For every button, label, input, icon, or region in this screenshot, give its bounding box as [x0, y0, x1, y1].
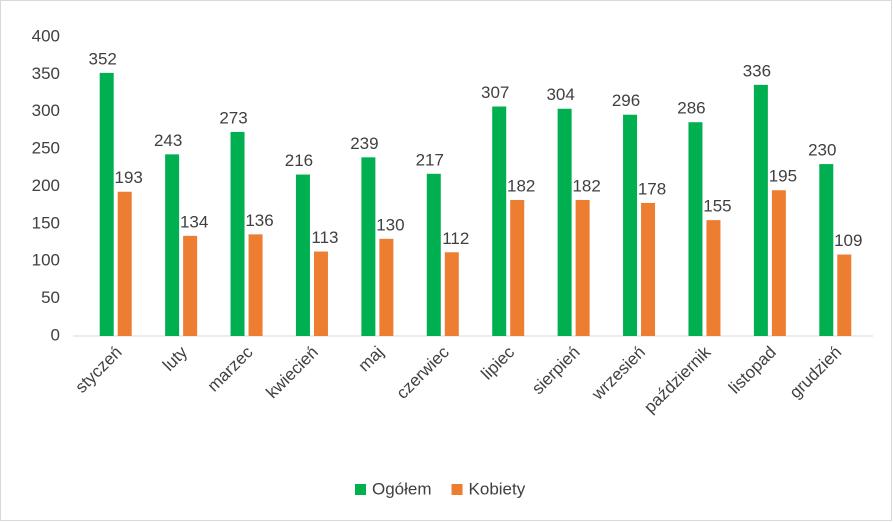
- data-label: 113: [311, 228, 338, 247]
- data-label: 112: [442, 229, 469, 248]
- bar: [641, 202, 656, 336]
- data-label: 182: [572, 176, 600, 195]
- y-tick-label: 300: [32, 101, 60, 120]
- bar: [771, 190, 786, 336]
- bar: [444, 252, 459, 336]
- data-label: 178: [638, 179, 666, 198]
- data-label: 286: [677, 99, 705, 118]
- bar: [361, 157, 376, 336]
- bar: [117, 191, 132, 336]
- legend-swatch: [355, 484, 366, 495]
- bar: [313, 251, 328, 336]
- bar: [492, 106, 507, 336]
- legend-label: Ogółem: [372, 479, 432, 498]
- bar: [248, 234, 263, 336]
- data-label: 182: [507, 176, 535, 195]
- bar: [688, 122, 703, 336]
- bar: [183, 235, 198, 336]
- y-tick-label: 200: [32, 176, 60, 195]
- data-label: 134: [180, 212, 208, 231]
- y-tick-label: 400: [32, 26, 60, 45]
- legend-label: Kobiety: [469, 479, 526, 498]
- y-tick-label: 150: [32, 213, 60, 232]
- data-label: 296: [612, 91, 640, 110]
- legend-swatch: [451, 484, 463, 495]
- data-label: 336: [743, 61, 771, 80]
- bar: [819, 164, 834, 336]
- data-label: 109: [834, 231, 862, 250]
- bar: [706, 220, 721, 336]
- data-label: 243: [154, 131, 182, 150]
- bar: [295, 174, 310, 336]
- y-tick-label: 350: [32, 64, 60, 83]
- data-label: 217: [416, 150, 444, 169]
- bar: [575, 199, 590, 336]
- bar: [99, 72, 114, 336]
- data-label: 304: [546, 85, 574, 104]
- data-label: 230: [808, 141, 836, 160]
- bar: [753, 84, 768, 336]
- bar: [623, 114, 638, 337]
- data-label: 155: [703, 197, 731, 216]
- data-label: 136: [245, 211, 273, 230]
- bar: [837, 254, 852, 336]
- data-label: 307: [481, 83, 509, 102]
- y-tick-label: 0: [51, 325, 60, 344]
- data-label: 273: [219, 108, 247, 127]
- y-tick-label: 50: [41, 288, 60, 307]
- data-label: 195: [769, 167, 797, 186]
- data-label: 239: [350, 134, 378, 153]
- bar: [557, 108, 572, 336]
- bar: [426, 173, 441, 336]
- y-tick-label: 250: [32, 139, 60, 158]
- bar: [230, 131, 245, 336]
- data-label: 193: [115, 168, 143, 187]
- bar: [379, 238, 394, 336]
- data-label: 216: [285, 151, 313, 170]
- bar: [510, 199, 525, 336]
- data-label: 130: [376, 215, 404, 234]
- bar: [165, 154, 180, 336]
- y-tick-label: 100: [32, 251, 60, 270]
- data-label: 352: [89, 49, 117, 68]
